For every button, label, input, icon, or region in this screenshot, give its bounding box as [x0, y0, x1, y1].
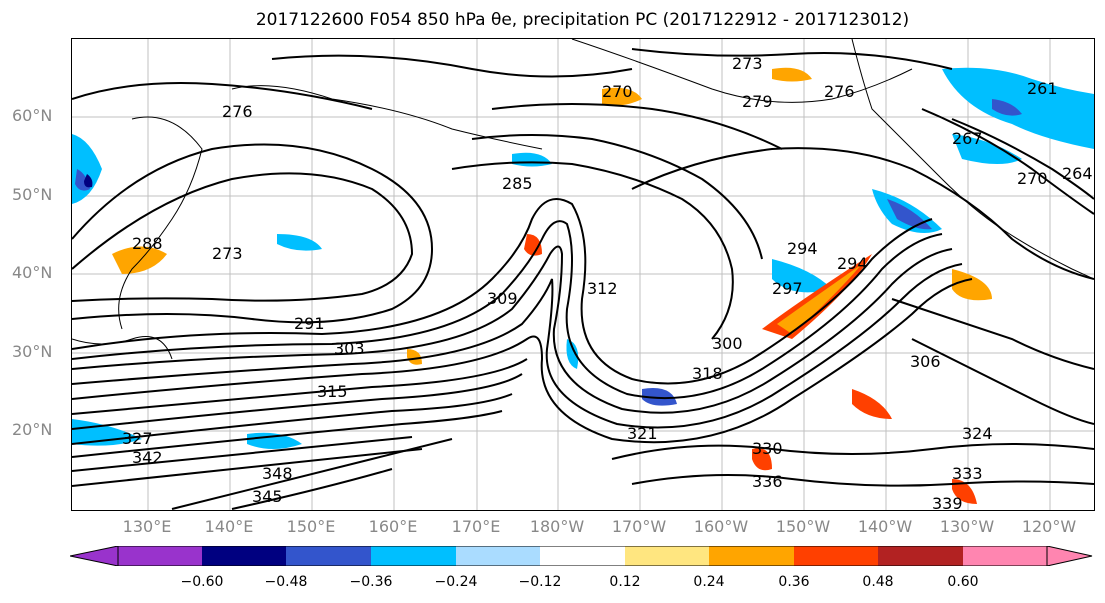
- colorbar-segment: [625, 546, 709, 566]
- contour-label: 300: [712, 334, 743, 353]
- contour-label: 324: [962, 424, 993, 443]
- contour-label: 294: [837, 254, 868, 273]
- colorbar-extend-low: [70, 546, 119, 566]
- colorbar-extend-high: [1046, 546, 1093, 566]
- contour-label: 333: [952, 464, 983, 483]
- lon-label: 160°W: [693, 517, 749, 536]
- lat-label: 50°N: [12, 185, 53, 204]
- colorbar-segment: [371, 546, 456, 566]
- contour-label: 279: [742, 92, 773, 111]
- contour-label: 261: [1027, 79, 1058, 98]
- colorbar-tick: 0.60: [947, 574, 979, 590]
- contour-label: 273: [732, 54, 763, 73]
- lon-label: 170°W: [611, 517, 667, 536]
- theta-e-contours: [72, 48, 1094, 510]
- lon-label: 160°E: [368, 517, 418, 536]
- contour-label: 327: [122, 429, 153, 448]
- contour-label: 318: [692, 364, 723, 383]
- contour-label: 321: [627, 424, 658, 443]
- lon-label: 120°W: [1021, 517, 1077, 536]
- contour-label: 288: [132, 234, 163, 253]
- contour-label: 330: [752, 439, 783, 458]
- colorbar-tick: −0.12: [518, 574, 562, 590]
- colorbar-segment: [202, 546, 286, 566]
- contour-label: 297: [772, 279, 803, 298]
- contour-label: 309: [487, 289, 518, 308]
- colorbar-segment: [286, 546, 371, 566]
- coastlines: [72, 39, 1094, 360]
- contour-label: 270: [602, 82, 633, 101]
- lon-label: 140°W: [857, 517, 913, 536]
- lat-label: 20°N: [12, 420, 53, 439]
- map-title: 2017122600 F054 850 hPa θe, precipitatio…: [255, 10, 910, 30]
- contour-label: 294: [787, 239, 818, 258]
- contour-label: 342: [132, 448, 163, 467]
- contour-label: 270: [1017, 169, 1048, 188]
- precip-shading: [72, 67, 1094, 504]
- contour-label: 291: [294, 314, 325, 333]
- lon-label: 170°E: [451, 517, 501, 536]
- lon-label: 130°W: [939, 517, 995, 536]
- colorbar-segment: [709, 546, 794, 566]
- contour-label: 273: [212, 244, 243, 263]
- lat-label: 60°N: [12, 106, 53, 125]
- contour-label: 339: [932, 494, 963, 510]
- colorbar-tick: −0.60: [180, 574, 224, 590]
- contour-label: 306: [910, 352, 941, 371]
- colorbar-tick: 0.24: [693, 574, 725, 590]
- contour-label: 264: [1062, 164, 1093, 183]
- contour-map: 270 273 276 279 261 264 267 270 276 273 …: [72, 39, 1094, 510]
- lon-label: 150°E: [286, 517, 336, 536]
- colorbar-tick: −0.48: [264, 574, 308, 590]
- lat-label: 40°N: [12, 263, 53, 282]
- colorbar-segment: [456, 546, 540, 566]
- colorbar-tick: −0.24: [434, 574, 478, 590]
- contour-label: 276: [824, 82, 855, 101]
- lon-label: 180°W: [529, 517, 585, 536]
- contour-label: 285: [502, 174, 533, 193]
- colorbar-segment: [540, 546, 625, 566]
- lon-label: 140°E: [204, 517, 254, 536]
- contour-label: 312: [587, 279, 618, 298]
- colorbar-tick: 0.36: [778, 574, 810, 590]
- lat-label: 30°N: [12, 342, 53, 361]
- contour-label: 336: [752, 472, 783, 491]
- colorbar-segment: [878, 546, 963, 566]
- contour-label: 345: [252, 487, 283, 506]
- map-panel: 270 273 276 279 261 264 267 270 276 273 …: [71, 38, 1095, 511]
- colorbar-tick: 0.48: [862, 574, 894, 590]
- lon-label: 130°E: [122, 517, 172, 536]
- contour-labels: 270 273 276 279 261 264 267 270 276 273 …: [122, 54, 1093, 510]
- contour-label: 276: [222, 102, 253, 121]
- colorbar-tick: 0.12: [609, 574, 641, 590]
- contour-label: 267: [952, 129, 983, 148]
- contour-label: 348: [262, 464, 293, 483]
- colorbar-segment: [118, 546, 202, 566]
- colorbar: [70, 546, 1093, 566]
- colorbar-segment: [963, 546, 1047, 566]
- colorbar-tick: −0.36: [349, 574, 393, 590]
- contour-label: 303: [334, 339, 365, 358]
- colorbar-segment: [794, 546, 878, 566]
- lon-label: 150°W: [775, 517, 831, 536]
- contour-label: 315: [317, 382, 348, 401]
